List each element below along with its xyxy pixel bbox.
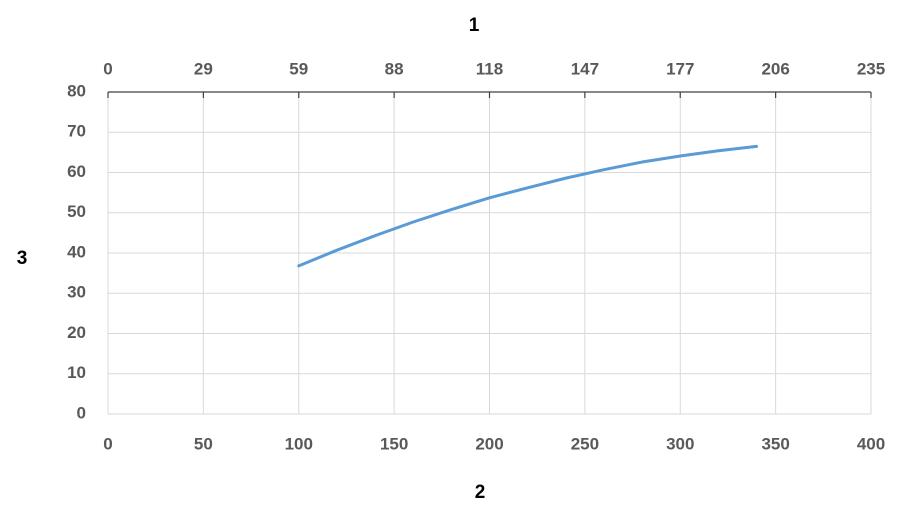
x-tick-label: 100 xyxy=(285,434,313,453)
x-axis-title: 2 xyxy=(475,482,486,503)
x2-tick-label: 59 xyxy=(289,59,308,78)
y-tick-label: 20 xyxy=(67,323,86,342)
y-tick-label: 40 xyxy=(67,242,86,261)
x2-tick-label: 29 xyxy=(194,59,213,78)
x2-tick-label: 88 xyxy=(385,59,404,78)
x-tick-label: 400 xyxy=(857,434,885,453)
x-tick-label: 350 xyxy=(761,434,789,453)
x2-tick-label: 206 xyxy=(761,59,789,78)
x-tick-label: 200 xyxy=(475,434,503,453)
x2-tick-label: 118 xyxy=(476,59,503,78)
x2-tick-label: 0 xyxy=(103,59,112,78)
chart-title: 1 xyxy=(469,15,480,36)
y-tick-label: 0 xyxy=(77,403,86,422)
y-tick-label: 50 xyxy=(67,202,86,221)
y-tick-label: 70 xyxy=(67,122,86,141)
x2-tick-label: 147 xyxy=(571,59,599,78)
x-tick-label: 150 xyxy=(380,434,408,453)
x-tick-label: 50 xyxy=(194,434,213,453)
x2-tick-label: 177 xyxy=(666,59,694,78)
y-axis-title: 3 xyxy=(17,248,28,269)
x2-tick-label: 235 xyxy=(857,59,885,78)
y-tick-label: 80 xyxy=(67,81,86,100)
x-tick-label: 0 xyxy=(103,434,112,453)
data-line xyxy=(297,144,759,268)
y-tick-label: 10 xyxy=(67,363,86,382)
x-tick-label: 250 xyxy=(571,434,599,453)
y-tick-label: 60 xyxy=(67,162,86,181)
y-tick-label: 30 xyxy=(67,283,86,302)
x-tick-label: 300 xyxy=(666,434,694,453)
